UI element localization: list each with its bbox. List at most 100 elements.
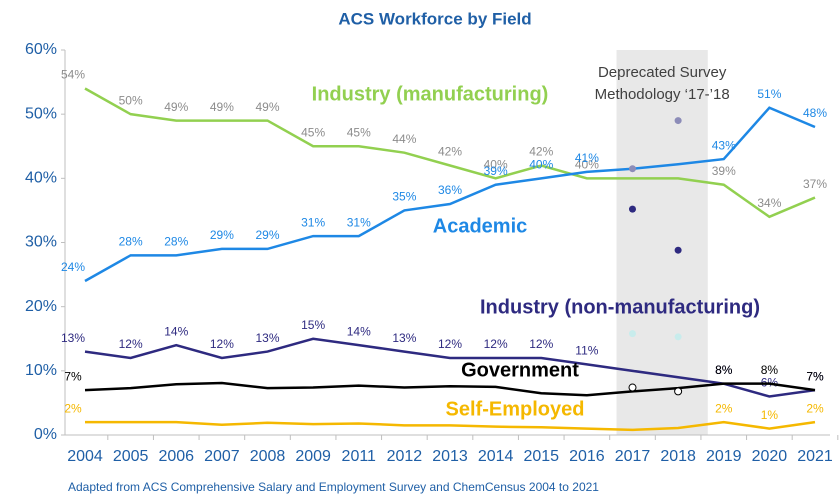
data-label: 24% bbox=[61, 260, 85, 274]
x-tick-label: 2018 bbox=[660, 448, 696, 465]
data-label: 45% bbox=[347, 125, 371, 139]
x-tick-label: 2015 bbox=[523, 448, 559, 465]
deprecated-region bbox=[616, 50, 708, 435]
data-label: 8% bbox=[761, 363, 779, 377]
deprecated-point bbox=[674, 246, 682, 254]
deprecated-point bbox=[629, 330, 636, 338]
data-label: 13% bbox=[61, 331, 85, 345]
y-tick-label: 30% bbox=[25, 234, 57, 251]
data-label: 29% bbox=[255, 228, 279, 242]
data-label: 31% bbox=[347, 215, 371, 229]
data-label: 40% bbox=[529, 158, 553, 172]
data-label: 8% bbox=[715, 363, 733, 377]
data-label: 44% bbox=[392, 132, 416, 146]
data-label: 39% bbox=[712, 164, 736, 178]
data-label: 43% bbox=[712, 138, 736, 152]
deprecated-point bbox=[629, 205, 636, 213]
y-tick-label: 50% bbox=[25, 105, 57, 122]
deprecated-point bbox=[674, 333, 682, 341]
data-label: 8% bbox=[715, 363, 733, 377]
deprecated-point bbox=[674, 117, 682, 125]
data-label: 51% bbox=[757, 87, 781, 101]
data-label: 49% bbox=[255, 100, 279, 114]
data-label: 12% bbox=[529, 337, 553, 351]
x-tick-label: 2009 bbox=[295, 448, 331, 465]
x-tick-label: 2019 bbox=[706, 448, 742, 465]
data-label: 35% bbox=[392, 190, 416, 204]
data-label: 34% bbox=[757, 196, 781, 210]
series-name: Government bbox=[461, 359, 579, 381]
data-label: 15% bbox=[301, 318, 325, 332]
data-label: 48% bbox=[803, 106, 827, 120]
data-label: 14% bbox=[164, 324, 188, 338]
data-label: 49% bbox=[210, 100, 234, 114]
data-label: 12% bbox=[484, 337, 508, 351]
deprecated-point bbox=[674, 387, 683, 396]
x-tick-label: 2004 bbox=[67, 448, 103, 465]
data-label: 40% bbox=[484, 158, 508, 172]
x-tick-label: 2016 bbox=[569, 448, 605, 465]
x-tick-label: 2014 bbox=[478, 448, 514, 465]
series-line bbox=[84, 87, 816, 219]
data-label: 14% bbox=[347, 324, 371, 338]
series-name: Self-Employed bbox=[446, 398, 585, 420]
x-tick-label: 2013 bbox=[432, 448, 468, 465]
data-label: 12% bbox=[119, 337, 143, 351]
data-label: 11% bbox=[575, 344, 598, 358]
series-line bbox=[84, 381, 816, 397]
data-label: 2% bbox=[806, 401, 824, 415]
series-line bbox=[84, 106, 816, 283]
y-tick-label: 60% bbox=[25, 41, 57, 58]
deprecated-point bbox=[628, 383, 637, 392]
y-tick-label: 0% bbox=[34, 426, 57, 443]
x-tick-label: 2011 bbox=[342, 448, 377, 465]
data-label: 54% bbox=[61, 68, 85, 82]
series-line bbox=[85, 420, 816, 432]
chart-title: ACS Workforce by Field bbox=[338, 9, 531, 28]
y-tick-label: 10% bbox=[25, 362, 57, 379]
series-name: Industry (manufacturing) bbox=[312, 83, 549, 105]
x-tick-label: 2017 bbox=[615, 448, 651, 465]
data-label: 2% bbox=[715, 401, 733, 415]
data-label: 36% bbox=[438, 183, 462, 197]
data-label: 49% bbox=[164, 100, 188, 114]
data-label: 1% bbox=[761, 408, 779, 422]
data-label: 7% bbox=[806, 369, 824, 383]
data-label: 12% bbox=[438, 337, 462, 351]
y-tick-label: 20% bbox=[25, 298, 57, 315]
x-tick-label: 2005 bbox=[113, 448, 149, 465]
data-label: 7% bbox=[806, 369, 824, 383]
x-tick-label: 2006 bbox=[158, 448, 194, 465]
data-label: 12% bbox=[210, 337, 234, 351]
deprecated-point bbox=[629, 165, 636, 173]
annotation: Methodology ‘17-’18 bbox=[595, 86, 730, 103]
x-tick-label: 2021 bbox=[797, 448, 833, 465]
x-tick-label: 2020 bbox=[752, 448, 788, 465]
data-label: 7% bbox=[64, 369, 82, 383]
data-label: 28% bbox=[119, 235, 143, 249]
data-label: 41% bbox=[575, 151, 599, 165]
data-label: 42% bbox=[529, 145, 553, 159]
annotation: Deprecated Survey bbox=[598, 64, 727, 81]
footnote: Adapted from ACS Comprehensive Salary an… bbox=[68, 480, 599, 494]
data-label: 29% bbox=[210, 228, 234, 242]
data-label: 45% bbox=[301, 125, 325, 139]
data-label: 50% bbox=[119, 93, 143, 107]
data-label: 28% bbox=[164, 235, 188, 249]
data-label: 13% bbox=[392, 331, 416, 345]
data-label: 2% bbox=[64, 401, 82, 415]
series-name: Academic bbox=[433, 215, 528, 237]
x-tick-label: 2008 bbox=[250, 448, 286, 465]
series-name: Industry (non-manufacturing) bbox=[480, 296, 760, 318]
y-tick-label: 40% bbox=[25, 170, 57, 187]
series-line bbox=[84, 337, 816, 398]
x-tick-label: 2012 bbox=[387, 448, 423, 465]
data-label: 31% bbox=[301, 215, 325, 229]
data-label: 39% bbox=[484, 164, 508, 178]
data-label: 13% bbox=[255, 331, 279, 345]
data-label: 37% bbox=[803, 177, 827, 191]
data-label: 42% bbox=[438, 145, 462, 159]
x-tick-label: 2007 bbox=[204, 448, 240, 465]
data-label: 40% bbox=[575, 158, 599, 172]
